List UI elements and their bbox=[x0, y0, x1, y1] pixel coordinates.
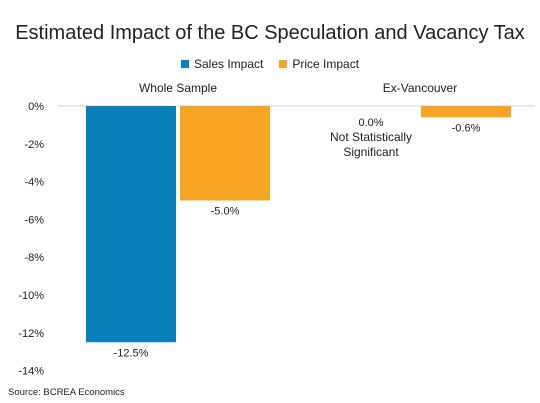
bar-price bbox=[421, 106, 511, 118]
y-tick-label: -6% bbox=[24, 214, 44, 226]
y-tick-label: 0% bbox=[28, 101, 44, 113]
legend-label-price: Price Impact bbox=[292, 57, 360, 71]
y-tick-label: -8% bbox=[24, 252, 44, 264]
bar-price bbox=[180, 106, 270, 201]
legend-swatch-sales bbox=[180, 60, 189, 68]
data-label: 0.0% bbox=[358, 117, 383, 129]
data-label: -0.6% bbox=[452, 122, 481, 134]
legend-label-sales: Sales Impact bbox=[193, 57, 264, 71]
category-label: Whole Sample bbox=[139, 81, 217, 95]
chart-title: Estimated Impact of the BC Speculation a… bbox=[15, 22, 525, 44]
annotation-text: Not Statistically bbox=[330, 130, 412, 144]
y-tick-label: -2% bbox=[24, 139, 44, 151]
y-tick-label: -4% bbox=[24, 177, 44, 189]
data-label: -5.0% bbox=[211, 206, 240, 218]
legend-item-sales: Sales Impact bbox=[180, 57, 264, 71]
y-tick-label: -14% bbox=[18, 366, 44, 378]
data-label: -12.5% bbox=[114, 347, 149, 359]
y-tick-label: -12% bbox=[18, 328, 44, 340]
y-tick-label: -10% bbox=[18, 290, 44, 302]
category-label: Ex-Vancouver bbox=[383, 81, 457, 95]
annotation-text: Significant bbox=[343, 145, 399, 159]
legend-swatch-price bbox=[279, 60, 288, 68]
bar-sales bbox=[86, 106, 176, 343]
legend-item-price: Price Impact bbox=[279, 57, 359, 71]
source-note: Source: BCREA Economics bbox=[8, 387, 125, 398]
legend: Sales Impact Price Impact bbox=[0, 57, 540, 71]
